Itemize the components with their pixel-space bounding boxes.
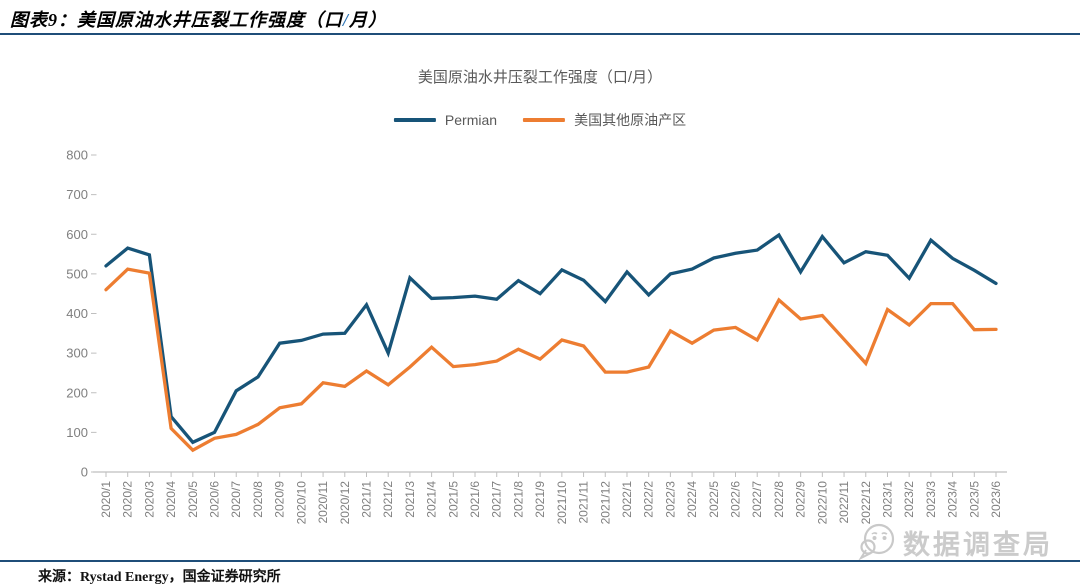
legend-label-permian: Permian [444,112,498,128]
svg-text:2022/8: 2022/8 [772,481,786,518]
svg-text:400: 400 [66,306,88,321]
svg-text:2021/11: 2021/11 [577,481,591,524]
watermark: 数据调查局 [856,520,1053,564]
svg-text:300: 300 [66,346,88,361]
svg-text:2020/8: 2020/8 [251,481,265,518]
svg-text:2023/3: 2023/3 [924,481,938,518]
other-regions-line-swatch [523,118,566,122]
svg-text:2020/9: 2020/9 [273,481,287,518]
svg-text:2022/2: 2022/2 [642,481,656,518]
legend-item-other-regions: 美国其他原油产区 [523,110,686,130]
svg-text:2021/7: 2021/7 [490,481,504,518]
svg-text:800: 800 [66,148,88,163]
svg-text:2022/7: 2022/7 [750,481,764,518]
figure-header: 图表9：美国原油水井压裂工作强度（口/月） [10,6,1070,32]
legend-label-other-regions: 美国其他原油产区 [574,112,687,128]
chart-legend: Permian 美国其他原油产区 [393,110,686,130]
svg-text:2020/7: 2020/7 [229,481,243,518]
svg-text:700: 700 [66,187,88,202]
svg-text:2022/12: 2022/12 [859,481,873,525]
svg-text:2023/4: 2023/4 [946,481,960,518]
footer-divider [0,560,1080,562]
svg-text:2021/6: 2021/6 [468,481,482,518]
svg-text:2020/2: 2020/2 [121,481,135,518]
svg-text:2020/11: 2020/11 [316,481,330,524]
svg-text:2021/8: 2021/8 [511,481,525,518]
svg-text:0: 0 [81,465,88,480]
svg-text:2022/10: 2022/10 [815,481,829,525]
figure-title-slash: / [343,10,350,30]
svg-text:2022/4: 2022/4 [685,481,699,518]
svg-text:2022/3: 2022/3 [663,481,677,518]
permian-line-swatch [393,118,436,122]
svg-text:600: 600 [66,227,88,242]
svg-text:2022/1: 2022/1 [620,481,634,518]
svg-text:2022/5: 2022/5 [707,481,721,518]
svg-text:2023/1: 2023/1 [880,481,894,518]
svg-text:2021/10: 2021/10 [555,481,569,525]
figure-title: 图表9：美国原油水井压裂工作强度（口 [10,10,343,30]
svg-text:2020/12: 2020/12 [338,481,352,525]
legend-item-permian: Permian [393,112,498,128]
svg-text:2023/6: 2023/6 [989,481,1003,518]
svg-text:2022/6: 2022/6 [729,481,743,518]
figure-title-suffix: 月） [349,10,388,30]
svg-text:2021/5: 2021/5 [446,481,460,518]
chart-title: 美国原油水井压裂工作强度（口/月） [417,69,663,86]
header-divider [0,33,1080,35]
svg-text:2021/12: 2021/12 [598,481,612,525]
svg-text:2021/3: 2021/3 [403,481,417,518]
svg-text:2021/9: 2021/9 [533,481,547,518]
watermark-text: 数据调查局 [903,529,1053,560]
svg-text:2020/3: 2020/3 [142,481,156,518]
svg-text:2021/4: 2021/4 [425,481,439,518]
svg-text:2021/1: 2021/1 [359,481,373,518]
svg-text:500: 500 [66,266,88,281]
svg-text:2020/10: 2020/10 [294,481,308,525]
detective-magnifier-icon [858,523,895,561]
svg-text:2023/2: 2023/2 [902,481,916,518]
svg-text:2022/11: 2022/11 [837,481,851,524]
svg-text:2020/6: 2020/6 [208,481,222,518]
svg-text:2020/1: 2020/1 [99,481,113,518]
svg-text:200: 200 [66,385,88,400]
svg-text:2021/2: 2021/2 [381,481,395,518]
svg-text:2020/5: 2020/5 [186,481,200,518]
svg-text:2022/9: 2022/9 [794,481,808,518]
svg-text:2020/4: 2020/4 [164,481,178,518]
svg-text:100: 100 [66,425,88,440]
source-note: 来源：Rystad Energy，国金证券研究所 [38,570,281,585]
svg-text:2023/5: 2023/5 [967,481,981,518]
